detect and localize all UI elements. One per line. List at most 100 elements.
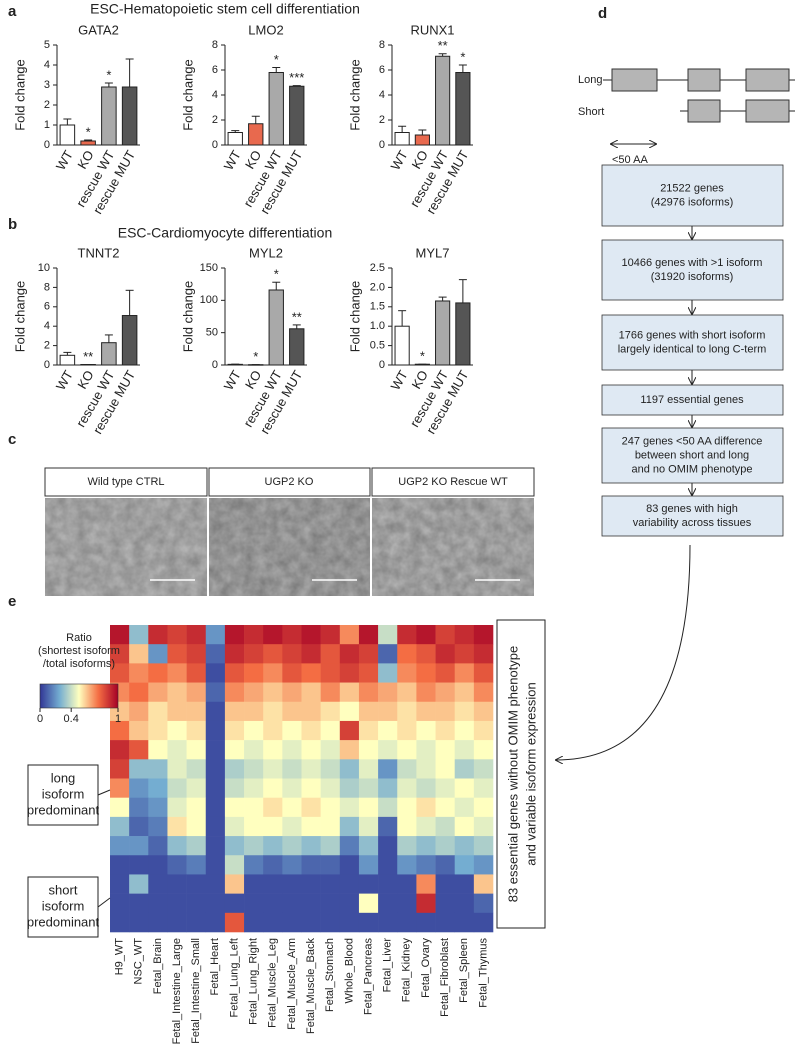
heatmap-cell: [397, 720, 417, 741]
heatmap-cell: [301, 855, 321, 875]
bar: [455, 302, 471, 366]
heatmap-cell: [454, 874, 475, 894]
heatmap-cell: [129, 740, 149, 760]
heatmap-cell: [148, 836, 168, 856]
heatmap-cell: [224, 912, 245, 933]
heatmap-cell: [263, 740, 283, 760]
heatmap-cell: [224, 740, 245, 760]
significance: **: [83, 349, 93, 364]
heatmap-cell: [244, 759, 264, 779]
flow-text: 247 genes <50 AA difference: [622, 435, 763, 447]
heatmap-cell: [301, 816, 321, 837]
y-tick-label: 10: [38, 262, 50, 274]
heatmap-cell: [244, 855, 264, 875]
bar: [414, 134, 430, 146]
flow-text: largely identical to long C-term: [618, 343, 767, 355]
heatmap-cell: [282, 836, 302, 856]
heatmap-cell: [358, 625, 379, 645]
heatmap-cell: [301, 797, 321, 818]
heatmap-cell: [282, 778, 302, 798]
heatmap-cell: [148, 663, 168, 683]
bar: [80, 364, 96, 366]
heatmap-cell: [263, 816, 283, 837]
heatmap-cell: [454, 740, 475, 760]
heatmap-cell: [224, 644, 245, 664]
heatmap-cell: [454, 855, 475, 875]
bar: [101, 342, 117, 366]
column-label: Fetal_Muscle_Back: [305, 938, 317, 1034]
heatmap-cell: [186, 836, 207, 856]
y-tick-label: 0.5: [370, 340, 385, 352]
heatmap-cell: [148, 893, 168, 914]
heatmap-cell: [282, 797, 302, 818]
heatmap-cell: [205, 874, 226, 894]
heatmap-cell: [205, 855, 226, 875]
heatmap-cell: [358, 644, 379, 664]
heatmap-cell: [416, 893, 436, 914]
heatmap-cell: [263, 778, 283, 798]
heatmap-cell: [110, 797, 130, 818]
heatmap-cell: [167, 701, 187, 722]
heatmap-cell: [339, 797, 360, 818]
heatmap-cell: [378, 701, 398, 722]
connector-arrow: [556, 544, 691, 760]
heatmap-cell: [129, 836, 149, 856]
heatmap-cell: [110, 778, 130, 798]
heatmap-cell: [320, 644, 341, 664]
significance: **: [292, 309, 302, 324]
x-tick-label: WT: [388, 148, 411, 173]
y-tick-label: 2: [44, 340, 50, 352]
heatmap-cell: [473, 836, 494, 856]
heatmap-cell: [205, 816, 226, 837]
heatmap-cell: [435, 893, 455, 914]
x-tick-label: WT: [53, 368, 76, 393]
heatmap-cell: [435, 720, 455, 741]
heatmap-cell: [129, 816, 149, 837]
heatmap-cell: [397, 893, 417, 914]
annotation-text: short: [49, 882, 78, 897]
heatmap-cell: [416, 644, 436, 664]
panel-letter: a: [8, 3, 17, 20]
heatmap-cell: [320, 663, 341, 683]
flow-box: [601, 495, 784, 537]
heatmap-cell: [282, 912, 302, 933]
heatmap-cell: [148, 740, 168, 760]
heatmap-cell: [339, 625, 360, 645]
heatmap-cell: [358, 663, 379, 683]
heatmap-cell: [110, 893, 130, 914]
micrograph-texture: [209, 498, 370, 596]
y-tick-label: 4: [44, 59, 50, 71]
heatmap-cell: [454, 759, 475, 779]
heatmap-cell: [263, 682, 283, 703]
bar: [394, 132, 410, 146]
bar: [394, 325, 410, 366]
heatmap-cell: [244, 893, 264, 914]
heatmap-cell: [378, 682, 398, 703]
heatmap-cell: [282, 644, 302, 664]
heatmap-cell: [435, 836, 455, 856]
heatmap-cell: [110, 625, 130, 645]
heatmap-cell: [186, 797, 207, 818]
y-tick-label: 8: [212, 39, 218, 51]
heatmap-cell: [378, 797, 398, 818]
heatmap-cell: [167, 855, 187, 875]
heatmap-cell: [282, 874, 302, 894]
heatmap-cell: [473, 912, 494, 933]
heatmap-cell: [148, 644, 168, 664]
colorbar: [39, 683, 119, 709]
heatmap-cell: [129, 663, 149, 683]
heatmap-cell: [454, 893, 475, 914]
bar: [59, 354, 76, 366]
column-label: Fetal_Lung_Right: [248, 938, 260, 1025]
y-tick-label: 2: [212, 114, 218, 126]
heatmap-cell: [473, 855, 494, 875]
heatmap-cell: [186, 720, 207, 741]
bar: [59, 124, 76, 146]
heatmap-cell: [129, 797, 149, 818]
heatmap-cell: [186, 816, 207, 837]
annotation-text: predominant: [27, 802, 100, 817]
flow-text: between short and long: [635, 449, 749, 461]
significance: *: [420, 349, 425, 364]
section-title: ESC-Hematopoietic stem cell differentiat…: [90, 1, 360, 17]
heatmap-cell: [416, 778, 436, 798]
